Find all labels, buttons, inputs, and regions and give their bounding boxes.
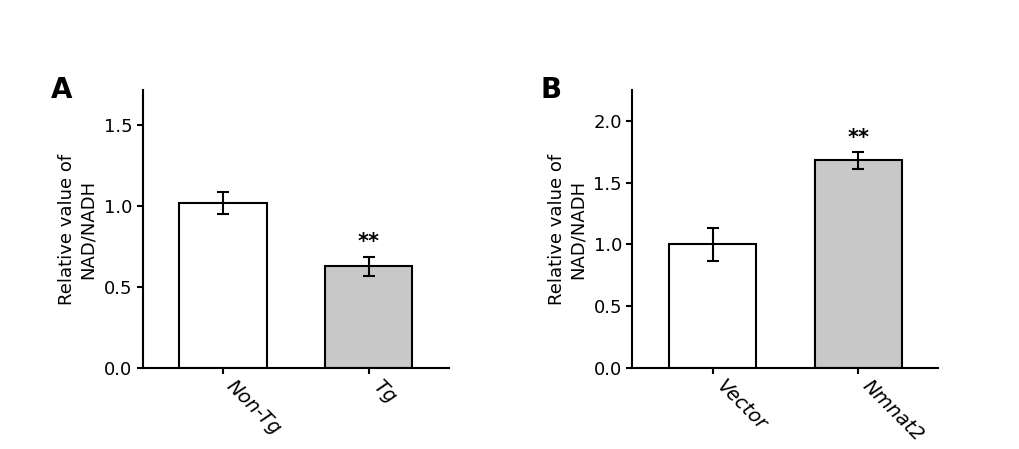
Bar [668,244,755,368]
Text: B: B [540,76,561,104]
Text: A: A [51,76,72,104]
Bar [325,266,412,368]
Text: **: ** [847,128,868,148]
Bar [179,203,266,368]
Y-axis label: Relative value of
NAD/NADH: Relative value of NAD/NADH [547,154,586,304]
Text: **: ** [358,232,379,251]
Bar [814,160,901,368]
Y-axis label: Relative value of
NAD/NADH: Relative value of NAD/NADH [58,154,97,304]
